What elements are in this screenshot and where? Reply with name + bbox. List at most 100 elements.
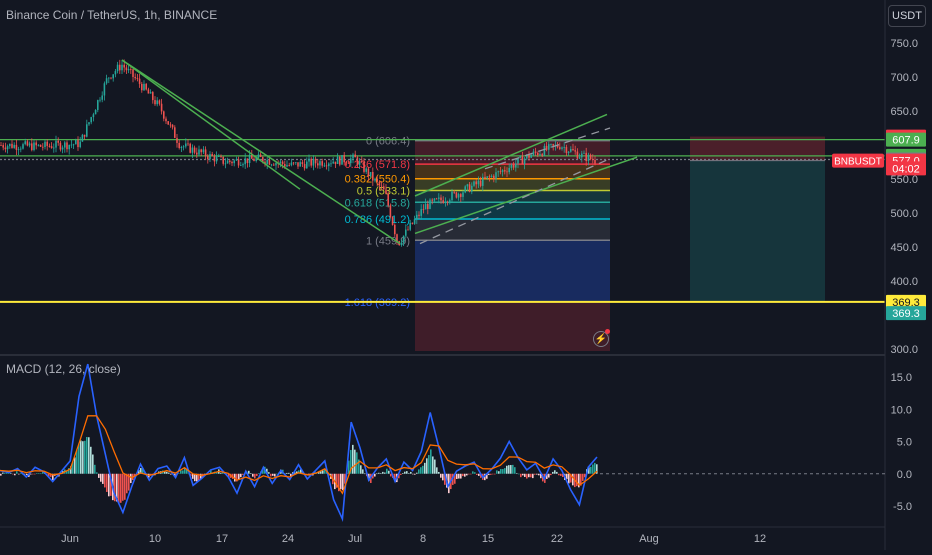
macd-histogram-bar	[522, 473, 524, 476]
macd-histogram-bar	[500, 469, 502, 474]
candle-body	[218, 156, 220, 157]
macd-histogram-bar	[580, 473, 582, 486]
macd-histogram-bar	[532, 473, 534, 479]
candle-body	[387, 193, 389, 206]
candle-body	[574, 150, 576, 152]
downtrend-line-lower	[121, 59, 301, 190]
candle-body	[136, 78, 139, 79]
candle-body	[512, 164, 515, 168]
candle-body	[147, 89, 150, 94]
macd-histogram-bar	[374, 473, 376, 477]
candle-body	[53, 147, 55, 149]
macd-histogram-bar	[336, 473, 338, 488]
macd-histogram-bar	[276, 473, 278, 475]
macd-histogram-bar	[520, 473, 522, 478]
candle-body	[211, 154, 213, 157]
candle-body	[94, 109, 97, 115]
candle-body	[127, 69, 130, 71]
candle-body	[347, 163, 350, 164]
candle-body	[50, 146, 53, 149]
macd-histogram-bar	[420, 467, 422, 474]
candle-body	[226, 160, 229, 164]
macd-histogram-bar	[404, 471, 406, 474]
candle-body	[37, 144, 40, 146]
candle-body	[134, 76, 136, 79]
symbol-badge-bg	[832, 153, 884, 168]
candle-body	[112, 74, 114, 79]
candle-body	[402, 235, 405, 243]
macd-histogram-bar	[348, 460, 350, 474]
candle-body	[152, 92, 154, 101]
macd-histogram-bar	[570, 473, 572, 483]
macd-histogram-bar	[468, 473, 470, 475]
candle-body	[141, 83, 143, 91]
candle-body	[526, 154, 528, 159]
macd-histogram-bar	[296, 471, 298, 474]
candle-body	[154, 100, 156, 105]
candle-body	[578, 157, 581, 159]
macd-histogram-bar	[70, 466, 72, 474]
candle-body	[332, 161, 334, 164]
candle-body	[70, 144, 73, 146]
candle-body	[543, 145, 546, 156]
macd-histogram-bar	[114, 473, 116, 502]
candle-body	[495, 172, 497, 179]
candle-body	[303, 164, 306, 169]
macd-histogram-bar	[514, 467, 516, 474]
candle-body	[200, 149, 202, 153]
price-badge: 369.3	[886, 306, 926, 321]
candle-body	[61, 147, 64, 150]
macd-histogram-bar	[100, 473, 102, 482]
macd-histogram-bar	[358, 459, 360, 474]
candle-body	[143, 83, 145, 91]
macd-histogram-bar	[488, 473, 490, 476]
candle-body	[273, 164, 275, 166]
candle-body	[420, 209, 422, 216]
candle-body	[310, 158, 312, 166]
candle-body	[424, 204, 427, 210]
candle-body	[468, 184, 471, 192]
macd-histogram-bar	[216, 472, 218, 474]
candle-body	[35, 142, 37, 146]
macd-histogram-bar	[18, 473, 20, 475]
macd-histogram-bar	[272, 473, 274, 476]
macd-histogram-bar	[572, 473, 574, 486]
lightning-alert-icon[interactable]: ⚡	[593, 331, 609, 347]
macd-histogram-bar	[554, 470, 556, 474]
macd-histogram-bar	[128, 473, 130, 491]
candle-body	[530, 154, 532, 158]
symbol-badge: BNBUSDT	[832, 153, 884, 168]
fib-level-label: 0.618 (515.8)	[345, 197, 410, 209]
candle-body	[552, 144, 554, 146]
candle-body	[409, 222, 411, 230]
macd-histogram-bar	[342, 473, 344, 491]
macd-histogram-bar	[20, 473, 22, 475]
fib-zone	[415, 178, 610, 191]
macd-histogram-bar	[142, 467, 144, 474]
candle-body	[193, 147, 196, 153]
candle-body	[572, 149, 574, 151]
currency-button[interactable]: USDT	[888, 5, 926, 27]
macd-histogram-bar	[384, 472, 386, 474]
candle-body	[475, 181, 477, 185]
candle-body	[405, 229, 407, 236]
macd-axis-tick-label: 0.0	[897, 469, 912, 481]
macd-histogram-bar	[98, 473, 100, 478]
stop-loss-zone	[690, 136, 825, 161]
candle-body	[88, 122, 90, 125]
macd-histogram-bar	[178, 473, 180, 474]
macd-histogram-bar	[78, 443, 80, 474]
candle-body	[372, 171, 374, 181]
macd-histogram-bar	[546, 473, 548, 479]
candle-body	[490, 175, 493, 177]
macd-histogram-bar	[226, 473, 228, 475]
candle-body	[306, 161, 308, 169]
candle-body	[86, 124, 88, 137]
macd-histogram-bar	[228, 473, 230, 479]
candle-body	[352, 154, 354, 159]
macd-histogram-bar	[82, 441, 84, 474]
macd-histogram-bar	[4, 472, 6, 474]
candle-body	[361, 161, 363, 163]
